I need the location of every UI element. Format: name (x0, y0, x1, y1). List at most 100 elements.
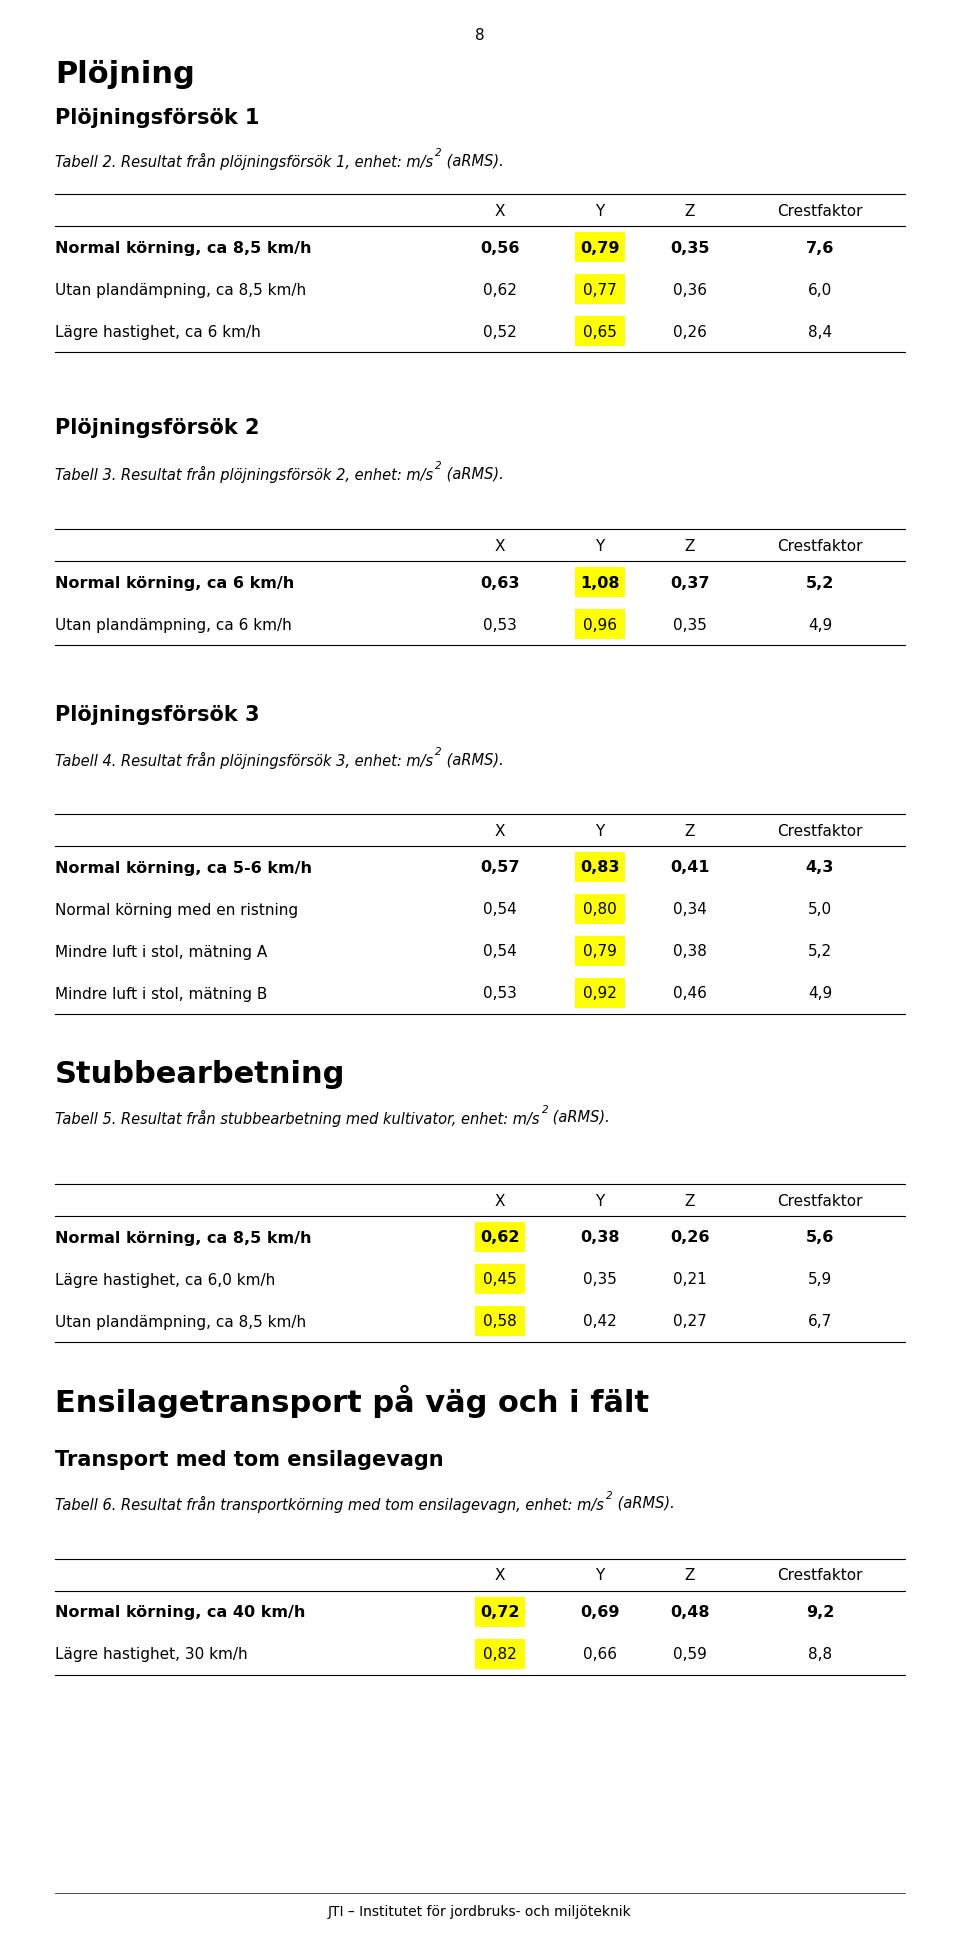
Text: 6,7: 6,7 (808, 1313, 832, 1329)
Text: 0,45: 0,45 (483, 1272, 516, 1288)
Text: 8: 8 (475, 27, 485, 43)
Text: 0,46: 0,46 (673, 986, 707, 1001)
Text: Utan plandämpning, ca 8,5 km/h: Utan plandämpning, ca 8,5 km/h (55, 282, 306, 298)
Text: 0,62: 0,62 (483, 282, 516, 298)
Text: Mindre luft i stol, mätning A: Mindre luft i stol, mätning A (55, 945, 267, 958)
Text: 2: 2 (435, 462, 442, 471)
Text: Utan plandämpning, ca 8,5 km/h: Utan plandämpning, ca 8,5 km/h (55, 1313, 306, 1329)
Text: Tabell 2. Resultat från plöjningsförsök 1, enhet: m/s: Tabell 2. Resultat från plöjningsförsök … (55, 154, 433, 169)
Text: Mindre luft i stol, mätning B: Mindre luft i stol, mätning B (55, 986, 268, 1001)
Text: Plöjning: Plöjning (55, 60, 195, 90)
Text: Y: Y (595, 1192, 605, 1208)
Text: Crestfaktor: Crestfaktor (778, 203, 863, 218)
Text: 2: 2 (435, 746, 442, 756)
Text: Tabell 5. Resultat från stubbearbetning med kultivator, enhet: m/s: Tabell 5. Resultat från stubbearbetning … (55, 1110, 540, 1126)
Text: 1,08: 1,08 (580, 575, 620, 590)
Text: (aRMS).: (aRMS). (443, 466, 504, 481)
Text: Tabell 3. Resultat från plöjningsförsök 2, enhet: m/s: Tabell 3. Resultat från plöjningsförsök … (55, 466, 433, 483)
Text: Z: Z (684, 1192, 695, 1208)
Text: Crestfaktor: Crestfaktor (778, 1192, 863, 1208)
Text: 0,27: 0,27 (673, 1313, 707, 1329)
Text: Stubbearbetning: Stubbearbetning (55, 1060, 346, 1089)
Bar (575, 894, 625, 925)
Text: 0,26: 0,26 (670, 1229, 709, 1245)
Text: 0,54: 0,54 (483, 902, 516, 918)
Text: 0,79: 0,79 (580, 240, 620, 255)
Text: 0,58: 0,58 (483, 1313, 516, 1329)
Text: Crestfaktor: Crestfaktor (778, 1568, 863, 1582)
Text: 0,66: 0,66 (583, 1646, 617, 1662)
Text: Tabell 4. Resultat från plöjningsförsök 3, enhet: m/s: Tabell 4. Resultat från plöjningsförsök … (55, 752, 433, 769)
Text: X: X (494, 824, 505, 838)
Text: 0,35: 0,35 (673, 618, 707, 633)
Text: X: X (494, 203, 505, 218)
Text: Normal körning, ca 40 km/h: Normal körning, ca 40 km/h (55, 1605, 305, 1619)
Text: 5,2: 5,2 (808, 945, 832, 958)
Text: 0,37: 0,37 (670, 575, 709, 590)
Text: Normal körning med en ristning: Normal körning med en ristning (55, 902, 299, 918)
Text: Crestfaktor: Crestfaktor (778, 538, 863, 553)
Text: (aRMS).: (aRMS). (443, 752, 504, 768)
Text: 4,9: 4,9 (808, 986, 832, 1001)
Text: 4,3: 4,3 (805, 861, 834, 875)
Text: Lägre hastighet, 30 km/h: Lägre hastighet, 30 km/h (55, 1646, 248, 1662)
Text: 0,34: 0,34 (673, 902, 707, 918)
Text: 5,6: 5,6 (805, 1229, 834, 1245)
Text: Lägre hastighet, ca 6,0 km/h: Lägre hastighet, ca 6,0 km/h (55, 1272, 276, 1288)
Text: Crestfaktor: Crestfaktor (778, 824, 863, 838)
Text: Y: Y (595, 1568, 605, 1582)
Text: Normal körning, ca 5-6 km/h: Normal körning, ca 5-6 km/h (55, 861, 312, 875)
Text: 0,41: 0,41 (670, 861, 709, 875)
Text: X: X (494, 538, 505, 553)
Bar (575, 232, 625, 263)
Bar (575, 275, 625, 306)
Text: 0,56: 0,56 (480, 240, 519, 255)
Text: Plöjningsförsök 2: Plöjningsförsök 2 (55, 417, 259, 438)
Text: 0,62: 0,62 (480, 1229, 519, 1245)
Text: 0,59: 0,59 (673, 1646, 707, 1662)
Text: 5,0: 5,0 (808, 902, 832, 918)
Text: 0,21: 0,21 (673, 1272, 707, 1288)
Text: 0,79: 0,79 (583, 945, 617, 958)
Text: Z: Z (684, 538, 695, 553)
Text: 0,53: 0,53 (483, 986, 516, 1001)
Text: X: X (494, 1568, 505, 1582)
Bar (575, 318, 625, 347)
Bar (475, 1307, 525, 1336)
Text: Normal körning, ca 6 km/h: Normal körning, ca 6 km/h (55, 575, 295, 590)
Bar (575, 853, 625, 882)
Text: Transport med tom ensilagevagn: Transport med tom ensilagevagn (55, 1449, 444, 1469)
Text: 0,65: 0,65 (583, 323, 617, 339)
Bar (475, 1264, 525, 1295)
Text: (aRMS).: (aRMS). (548, 1110, 611, 1124)
Text: Normal körning, ca 8,5 km/h: Normal körning, ca 8,5 km/h (55, 1229, 311, 1245)
Text: 0,72: 0,72 (480, 1605, 519, 1619)
Text: 0,42: 0,42 (583, 1313, 617, 1329)
Text: Y: Y (595, 824, 605, 838)
Text: 7,6: 7,6 (805, 240, 834, 255)
Text: 5,2: 5,2 (805, 575, 834, 590)
Text: 2: 2 (541, 1105, 548, 1114)
Text: 0,80: 0,80 (583, 902, 617, 918)
Text: 0,38: 0,38 (673, 945, 707, 958)
Text: 6,0: 6,0 (808, 282, 832, 298)
Bar (575, 937, 625, 966)
Text: Plöjningsförsök 3: Plöjningsförsök 3 (55, 705, 259, 725)
Text: Normal körning, ca 8,5 km/h: Normal körning, ca 8,5 km/h (55, 240, 311, 255)
Text: Utan plandämpning, ca 6 km/h: Utan plandämpning, ca 6 km/h (55, 618, 292, 633)
Text: 8,4: 8,4 (808, 323, 832, 339)
Text: 0,96: 0,96 (583, 618, 617, 633)
Bar (575, 567, 625, 598)
Text: 4,9: 4,9 (808, 618, 832, 633)
Text: 0,35: 0,35 (583, 1272, 617, 1288)
Bar (475, 1597, 525, 1627)
Bar (475, 1221, 525, 1253)
Text: 0,69: 0,69 (580, 1605, 620, 1619)
Text: 0,63: 0,63 (480, 575, 519, 590)
Text: Tabell 6. Resultat från transportkörning med tom ensilagevagn, enhet: m/s: Tabell 6. Resultat från transportkörning… (55, 1496, 604, 1512)
Text: Plöjningsförsök 1: Plöjningsförsök 1 (55, 107, 259, 129)
Text: X: X (494, 1192, 505, 1208)
Text: 0,92: 0,92 (583, 986, 617, 1001)
Text: Ensilagetransport på väg och i fält: Ensilagetransport på väg och i fält (55, 1385, 649, 1418)
Bar (475, 1638, 525, 1669)
